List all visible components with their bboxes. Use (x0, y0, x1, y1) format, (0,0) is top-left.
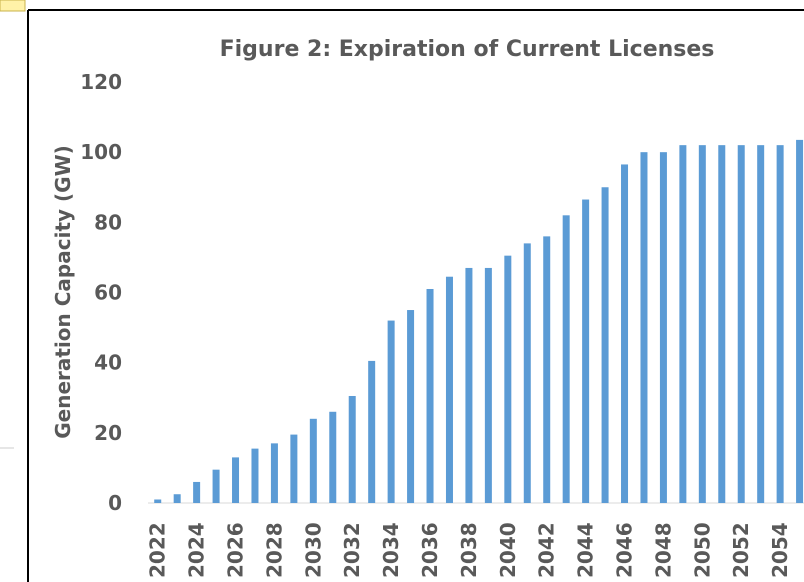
bar (659, 152, 667, 503)
y-tick-label: 60 (94, 281, 122, 305)
x-tick-label: 2044 (574, 522, 598, 578)
y-tick-label: 120 (80, 70, 122, 94)
x-tick-label: 2024 (185, 522, 209, 578)
x-tick-label: 2042 (535, 522, 559, 578)
x-tick-label: 2054 (768, 522, 792, 578)
y-tick-label: 100 (80, 140, 122, 164)
bar (562, 215, 570, 504)
y-tick-label: 40 (94, 351, 122, 375)
bar (309, 418, 317, 503)
bar (484, 267, 492, 503)
bar (465, 267, 473, 503)
bar (426, 288, 434, 503)
bar (504, 255, 512, 503)
x-tick-label: 2040 (496, 522, 520, 578)
x-tick-label: 2028 (262, 522, 286, 578)
y-tick-label: 80 (94, 210, 122, 234)
x-tick-label: 2046 (613, 522, 637, 578)
x-tick-label: 2022 (146, 522, 170, 578)
x-tick-label: 2050 (690, 522, 714, 578)
bar (270, 443, 278, 503)
x-tick-label: 2026 (224, 522, 248, 578)
bar (212, 469, 220, 503)
bar (621, 164, 629, 503)
bar (523, 243, 531, 503)
bar (601, 187, 609, 503)
bar (757, 145, 765, 503)
y-tick-label: 0 (108, 491, 122, 515)
x-tick-label: 2052 (729, 522, 753, 578)
bar (543, 236, 551, 503)
bar (251, 448, 259, 503)
bar (368, 360, 376, 503)
bar (776, 145, 784, 503)
bar (290, 434, 298, 503)
bar (445, 276, 453, 503)
bar (718, 145, 726, 503)
bar (387, 320, 395, 503)
bar (679, 145, 687, 503)
y-tick-label: 20 (94, 421, 122, 445)
x-tick-label: 2032 (340, 522, 364, 578)
bar (173, 494, 181, 503)
bar (407, 310, 415, 503)
x-tick-label: 2034 (379, 522, 403, 578)
x-tick-label: 2048 (651, 522, 675, 578)
bar (582, 199, 590, 503)
bar (232, 457, 240, 503)
bar (796, 139, 804, 503)
bar (348, 395, 356, 503)
cell-highlight (0, 0, 26, 12)
bar (698, 145, 706, 503)
x-tick-label: 2030 (301, 522, 325, 578)
bar (193, 481, 201, 503)
bar (329, 411, 337, 503)
bar (737, 145, 745, 503)
x-tick-label: 2038 (457, 522, 481, 578)
bar (154, 499, 162, 503)
y-axis-label: Generation Capacity (GW) (51, 145, 75, 439)
chart-title: Figure 2: Expiration of Current Licenses (220, 37, 715, 62)
x-tick-label: 2036 (418, 522, 442, 578)
bar (640, 152, 648, 503)
